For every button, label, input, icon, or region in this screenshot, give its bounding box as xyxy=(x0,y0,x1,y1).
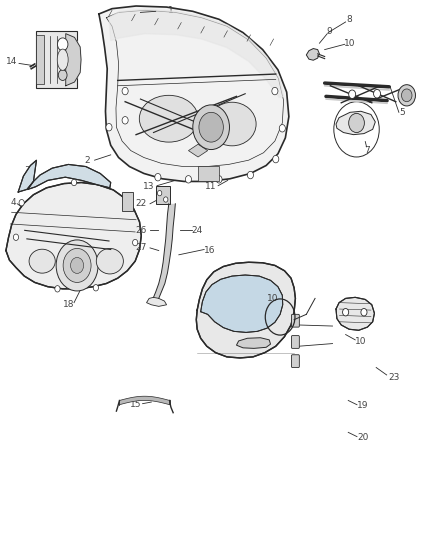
Ellipse shape xyxy=(57,49,68,70)
Circle shape xyxy=(374,90,381,98)
Circle shape xyxy=(247,171,254,179)
Text: 10: 10 xyxy=(355,337,367,346)
Text: 22: 22 xyxy=(136,199,147,208)
Circle shape xyxy=(349,90,356,99)
Text: 7: 7 xyxy=(364,146,370,155)
Circle shape xyxy=(398,85,416,106)
Circle shape xyxy=(273,156,279,163)
FancyBboxPatch shape xyxy=(156,185,170,204)
Polygon shape xyxy=(188,144,208,157)
Text: 27: 27 xyxy=(136,244,147,253)
Text: 14: 14 xyxy=(6,57,17,66)
Circle shape xyxy=(199,112,223,142)
Circle shape xyxy=(272,87,278,95)
Text: 4: 4 xyxy=(10,198,16,207)
Ellipse shape xyxy=(29,249,55,273)
Circle shape xyxy=(133,239,138,246)
Circle shape xyxy=(163,197,168,202)
Circle shape xyxy=(63,248,91,282)
Circle shape xyxy=(157,190,162,196)
Polygon shape xyxy=(306,49,319,60)
Polygon shape xyxy=(147,297,166,306)
Polygon shape xyxy=(196,262,295,358)
Text: 20: 20 xyxy=(357,433,369,442)
Circle shape xyxy=(349,114,364,133)
Text: 2: 2 xyxy=(85,156,90,165)
Polygon shape xyxy=(99,6,289,181)
Text: 11: 11 xyxy=(205,182,216,191)
Circle shape xyxy=(193,105,230,150)
Circle shape xyxy=(279,125,286,132)
Circle shape xyxy=(19,199,24,206)
Circle shape xyxy=(122,87,128,95)
Text: 16: 16 xyxy=(204,246,215,255)
Circle shape xyxy=(106,124,112,131)
Text: 1: 1 xyxy=(168,6,174,15)
Circle shape xyxy=(155,173,161,181)
Text: 19: 19 xyxy=(357,401,369,410)
Circle shape xyxy=(56,240,98,291)
Circle shape xyxy=(343,309,349,316)
Polygon shape xyxy=(66,34,81,86)
FancyBboxPatch shape xyxy=(291,314,299,327)
Ellipse shape xyxy=(96,248,124,274)
Circle shape xyxy=(71,257,84,273)
FancyBboxPatch shape xyxy=(36,31,77,88)
FancyBboxPatch shape xyxy=(198,166,219,181)
Circle shape xyxy=(57,38,68,51)
Text: 15: 15 xyxy=(130,400,142,409)
Text: 13: 13 xyxy=(143,182,155,191)
Polygon shape xyxy=(18,160,36,192)
FancyBboxPatch shape xyxy=(291,355,299,368)
Polygon shape xyxy=(120,396,170,405)
Text: 18: 18 xyxy=(63,300,74,309)
Circle shape xyxy=(71,179,77,185)
Circle shape xyxy=(55,286,60,292)
Circle shape xyxy=(13,234,18,240)
Text: 10: 10 xyxy=(344,39,356,48)
Circle shape xyxy=(122,117,128,124)
FancyBboxPatch shape xyxy=(291,336,299,349)
FancyBboxPatch shape xyxy=(36,35,44,84)
Circle shape xyxy=(216,175,222,183)
Polygon shape xyxy=(109,9,284,98)
Ellipse shape xyxy=(139,95,198,142)
Text: 3: 3 xyxy=(24,166,30,175)
Polygon shape xyxy=(6,182,141,289)
FancyBboxPatch shape xyxy=(122,192,134,211)
Text: 9: 9 xyxy=(326,27,332,36)
Polygon shape xyxy=(201,275,283,333)
Text: 5: 5 xyxy=(399,108,405,117)
Text: 24: 24 xyxy=(191,226,203,235)
Ellipse shape xyxy=(208,102,256,146)
Circle shape xyxy=(58,70,67,80)
Polygon shape xyxy=(28,165,111,189)
Text: 26: 26 xyxy=(136,226,147,235)
Text: 8: 8 xyxy=(346,15,352,25)
Text: 10: 10 xyxy=(266,294,278,303)
Circle shape xyxy=(361,309,367,316)
Polygon shape xyxy=(336,297,374,330)
Text: 23: 23 xyxy=(388,373,399,382)
Polygon shape xyxy=(336,111,375,135)
Circle shape xyxy=(402,89,412,102)
Circle shape xyxy=(185,175,191,183)
Circle shape xyxy=(93,285,99,291)
Polygon shape xyxy=(237,338,271,349)
Polygon shape xyxy=(153,204,175,298)
